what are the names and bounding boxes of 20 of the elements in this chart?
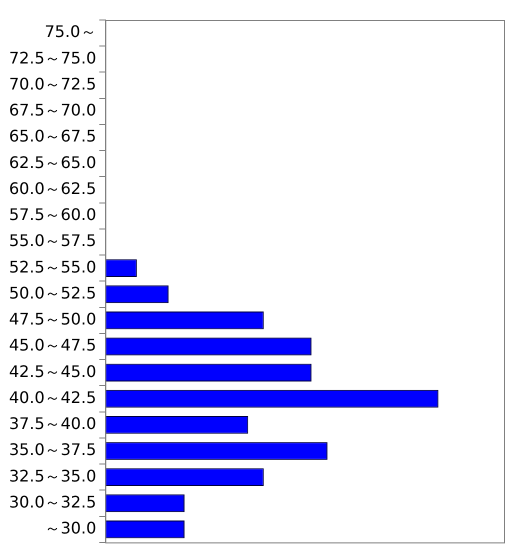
- y-tick-label: 40.0～42.5: [9, 388, 96, 407]
- y-tick-label: 75.0～: [44, 22, 96, 42]
- y-tick-label: 70.0～72.5: [9, 74, 96, 94]
- y-tick-label: 60.0～62.5: [9, 178, 96, 198]
- y-tick-label: 62.5～65.0: [9, 152, 96, 172]
- y-tick-label: 50.0～52.5: [9, 283, 96, 302]
- y-tick-label: 55.0～57.5: [9, 231, 96, 250]
- y-tick-label: ～30.0: [44, 518, 96, 538]
- y-tick-label: 35.0～37.5: [9, 440, 96, 460]
- y-tick-label: 52.5～55.0: [9, 257, 96, 276]
- y-tick-label: 67.5～70.0: [9, 100, 96, 120]
- y-tick-label: 32.5～35.0: [9, 466, 96, 486]
- y-tick-label: 65.0～67.5: [9, 126, 96, 146]
- y-tick-label: 42.5～45.0: [9, 362, 96, 381]
- y-tick-label: 57.5～60.0: [9, 205, 96, 224]
- y-tick-label: 47.5～50.0: [9, 310, 96, 329]
- y-tick-label: 30.0～32.5: [9, 492, 96, 512]
- y-tick-label: 45.0～47.5: [9, 336, 96, 355]
- y-tick-label: 37.5～40.0: [9, 414, 96, 434]
- y-tick-label: 72.5～75.0: [9, 48, 96, 68]
